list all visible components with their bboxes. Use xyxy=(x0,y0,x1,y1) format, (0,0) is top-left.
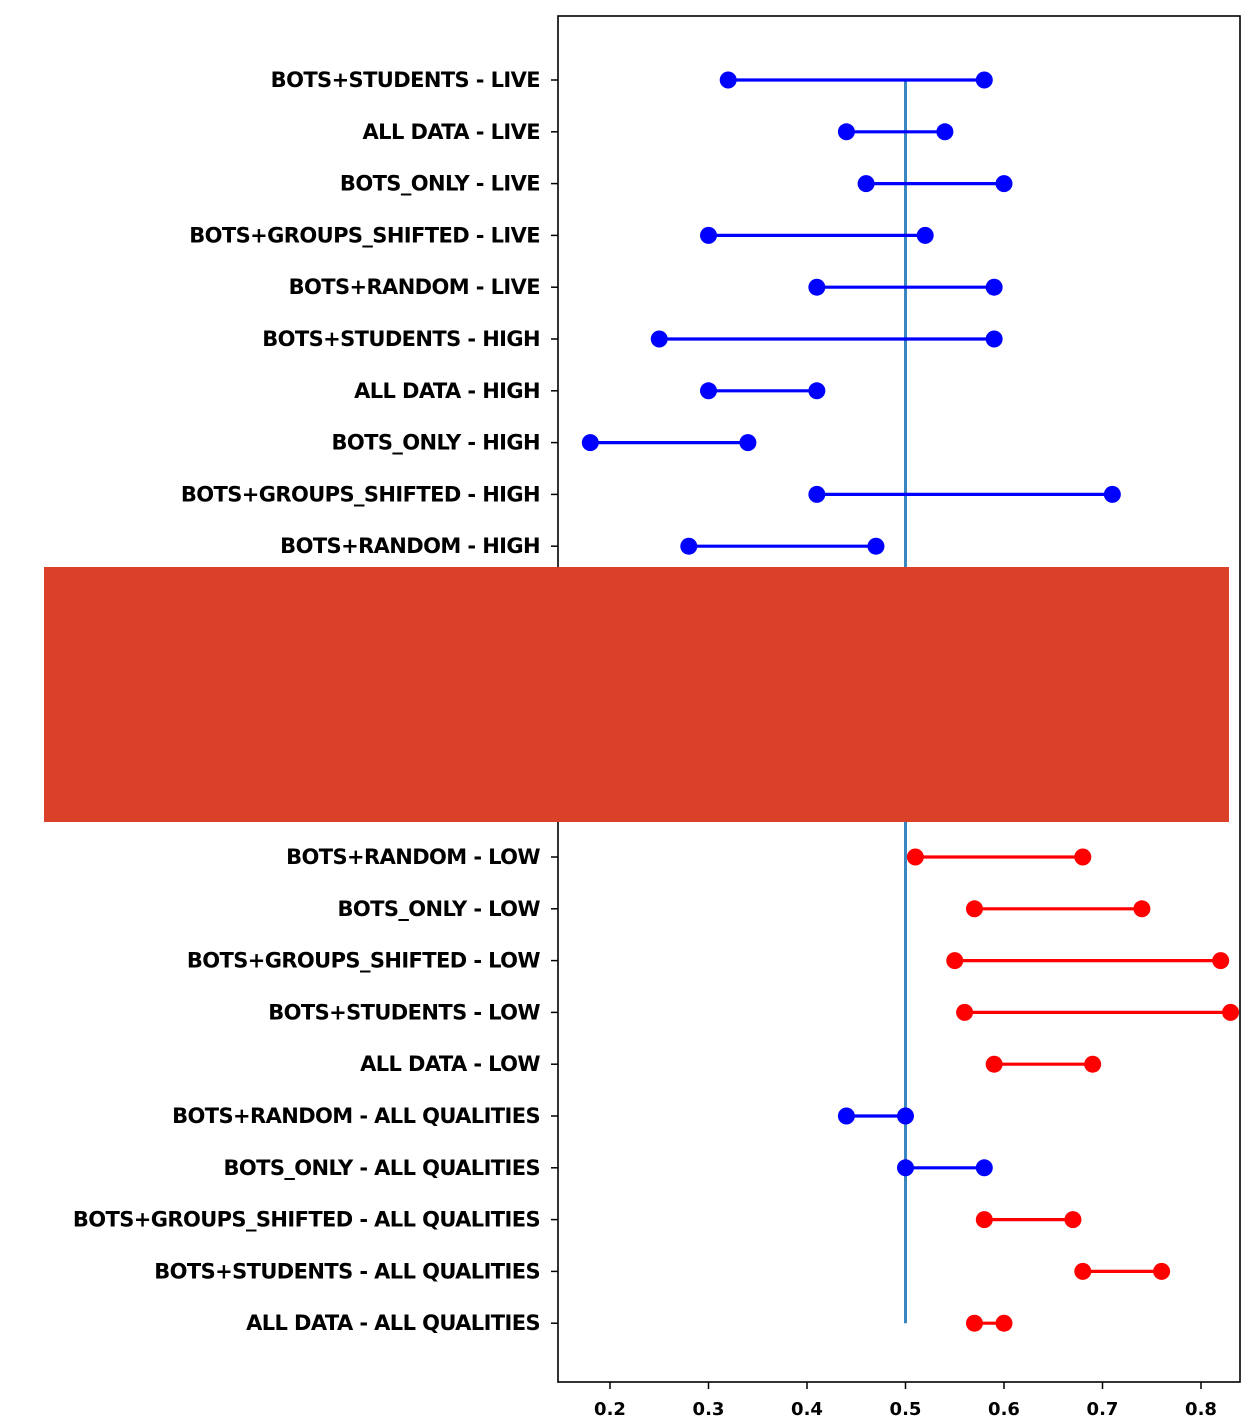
category-label: BOTS+RANDOM - LOW xyxy=(286,845,540,869)
range-low-point xyxy=(700,226,717,244)
category-label: BOTS+STUDENTS - LIVE xyxy=(271,68,540,92)
range-low-point xyxy=(965,1314,983,1332)
category-label: ALL DATA - ALL QUALITIES xyxy=(246,1311,540,1335)
range-low-point xyxy=(906,848,924,866)
range-high-point xyxy=(1084,1055,1102,1073)
range-high-point xyxy=(867,537,885,555)
range-high-point xyxy=(975,1159,993,1177)
range-high-point xyxy=(739,434,757,452)
x-tick-label: 0.7 xyxy=(1087,1399,1119,1420)
range-low-point xyxy=(700,382,717,400)
category-label: BOTS+RANDOM - ALL QUALITIES xyxy=(172,1104,540,1128)
category-label: ALL DATA - HIGH xyxy=(354,379,540,403)
category-label: BOTS+GROUPS_SHIFTED - ALL QUALITIES xyxy=(73,1208,540,1232)
category-label: BOTS+RANDOM - LIVE xyxy=(289,275,540,299)
range-high-point xyxy=(1064,1211,1082,1229)
range-low-point xyxy=(719,71,737,89)
category-label: BOTS+RANDOM - HIGH xyxy=(280,534,540,558)
range-high-point xyxy=(985,278,1003,296)
x-tick-label: 0.4 xyxy=(791,1399,823,1420)
x-tick-label: 0.6 xyxy=(988,1399,1020,1420)
range-high-point xyxy=(897,1107,914,1125)
category-label: BOTS_ONLY - HIGH xyxy=(332,431,541,455)
range-low-point xyxy=(985,1055,1003,1073)
category-label: BOTS_ONLY - LIVE xyxy=(340,172,540,196)
range-low-point xyxy=(680,537,698,555)
range-high-point xyxy=(985,330,1003,348)
x-tick-label: 0.2 xyxy=(594,1399,626,1420)
range-low-point xyxy=(965,900,983,918)
category-label: BOTS+STUDENTS - ALL QUALITIES xyxy=(154,1259,540,1283)
category-labels: BOTS+STUDENTS - LIVE ALL DATA - LIVE BOTS_… xyxy=(73,68,558,1335)
category-label: BOTS_ONLY - ALL QUALITIES xyxy=(223,1156,540,1180)
plot-area xyxy=(557,15,1241,1383)
range-low-point xyxy=(897,1159,914,1177)
range-low-point xyxy=(808,485,826,503)
category-label: BOTS+STUDENTS - LOW xyxy=(268,1000,540,1024)
range-low-point xyxy=(837,1107,855,1125)
x-tick-label: 0.3 xyxy=(693,1399,725,1420)
range-high-point xyxy=(808,382,826,400)
range-low-point xyxy=(650,330,668,348)
range-low-point xyxy=(975,1211,993,1229)
range-low-point xyxy=(837,123,855,141)
x-tick-label: 0.5 xyxy=(890,1399,922,1420)
category-label: BOTS_ONLY - LOW xyxy=(337,897,540,921)
range-high-point xyxy=(995,175,1013,193)
range-high-point xyxy=(975,71,993,89)
range-high-point xyxy=(1153,1262,1171,1280)
range-high-point xyxy=(1133,900,1151,918)
range-low-point xyxy=(581,434,599,452)
range-high-point xyxy=(1103,485,1121,503)
range-high-point xyxy=(916,226,934,244)
category-label: ALL DATA - LOW xyxy=(360,1052,540,1076)
category-label: ALL DATA - LIVE xyxy=(363,120,540,144)
range-high-point xyxy=(995,1314,1013,1332)
range-high-point xyxy=(1074,848,1092,866)
x-axis-ticks: 0.2 0.3 0.4 0.5 0.6 0.7 0.8 xyxy=(594,1382,1217,1420)
range-low-point xyxy=(946,952,964,970)
category-label: BOTS+GROUPS_SHIFTED - HIGH xyxy=(181,482,540,506)
range-low-point xyxy=(956,1003,974,1021)
occlusion-block xyxy=(44,567,1229,822)
category-label: BOTS+GROUPS_SHIFTED - LOW xyxy=(187,949,541,973)
category-label: BOTS+STUDENTS - HIGH xyxy=(262,327,540,351)
range-high-point xyxy=(1222,1003,1240,1021)
category-label: BOTS+GROUPS_SHIFTED - LIVE xyxy=(189,223,540,247)
range-high-point xyxy=(1212,952,1230,970)
range-low-point xyxy=(808,278,826,296)
range-low-point xyxy=(1074,1262,1092,1280)
x-tick-label: 0.8 xyxy=(1185,1399,1217,1420)
range-low-point xyxy=(857,175,875,193)
range-high-point xyxy=(936,123,954,141)
